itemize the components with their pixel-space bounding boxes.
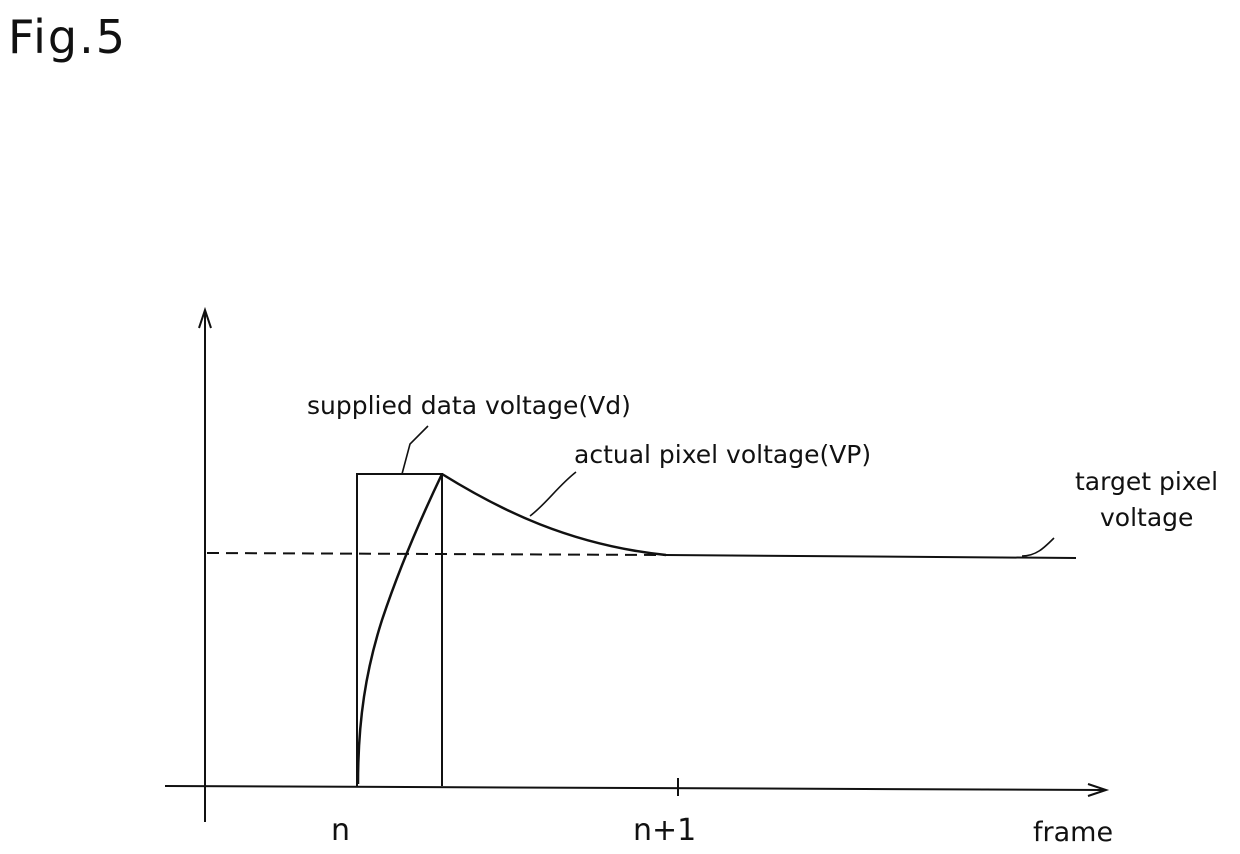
tick-label-n-plus-1: n+1 [633, 813, 696, 848]
supplied-voltage-label: supplied data voltage(Vd) [307, 391, 631, 420]
x-axis [165, 786, 1104, 790]
target-voltage-solid-line [666, 555, 1076, 558]
x-axis-label: frame [1033, 817, 1113, 848]
tick-label-n: n [331, 813, 350, 848]
target-voltage-label-line1: target pixel [1075, 467, 1218, 496]
actual-voltage-label: actual pixel voltage(VP) [574, 440, 871, 469]
target-voltage-dashed-line [207, 553, 666, 555]
supplied-data-voltage-pulse [357, 474, 442, 786]
supplied-leader-line [402, 426, 428, 474]
target-leader-line [1022, 538, 1054, 556]
actual-voltage-rise-curve [358, 474, 442, 784]
target-voltage-label-line2: voltage [1100, 503, 1193, 532]
actual-voltage-decay-curve [442, 474, 666, 555]
actual-leader-line [530, 472, 576, 516]
